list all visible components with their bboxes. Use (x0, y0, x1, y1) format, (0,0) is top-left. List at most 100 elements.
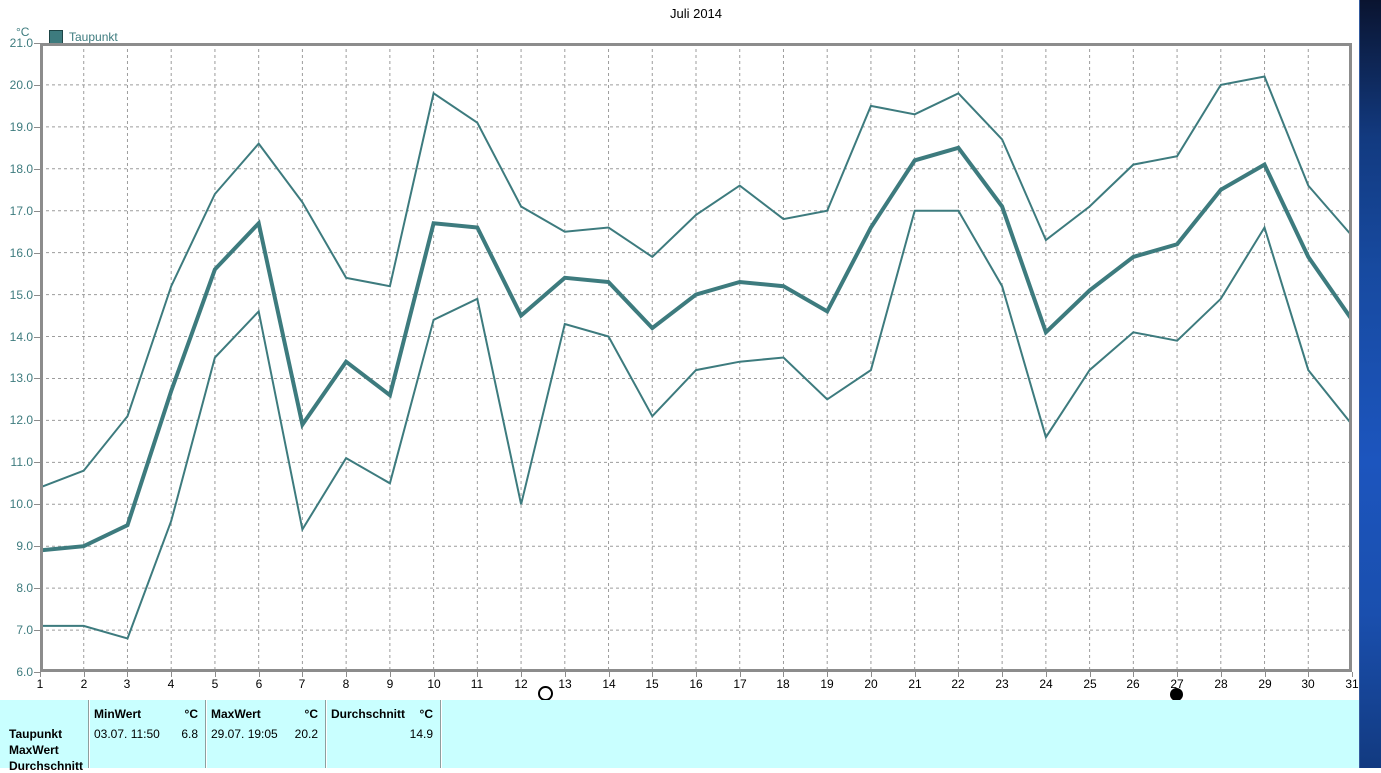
y-axis-tick-label: 8.0 (16, 581, 33, 595)
x-axis-tick (652, 672, 653, 677)
x-axis-tick (915, 672, 916, 677)
x-axis-tick-label: 3 (123, 677, 131, 691)
x-axis-tick-label: 29 (1258, 677, 1272, 691)
x-axis-tick (1177, 672, 1178, 677)
y-axis-tick (34, 211, 40, 212)
x-axis-tick (1221, 672, 1222, 677)
y-axis-tick (34, 169, 40, 170)
x-axis-tick-label: 21 (908, 677, 922, 691)
y-axis-tick (34, 504, 40, 505)
plot-border (40, 43, 1352, 672)
x-axis-tick (302, 672, 303, 677)
y-axis-tick (34, 378, 40, 379)
x-axis-tick (871, 672, 872, 677)
legend-swatch-icon (49, 30, 63, 44)
x-axis-tick (477, 672, 478, 677)
chart-title: Juli 2014 (669, 6, 723, 21)
y-axis-tick (34, 43, 40, 44)
table-header-maxwert: MaxWert °C (211, 707, 318, 721)
x-axis-tick (1265, 672, 1266, 677)
x-axis-tick (609, 672, 610, 677)
x-axis-tick (1352, 672, 1353, 677)
x-axis-tick (1090, 672, 1091, 677)
x-axis-tick (390, 672, 391, 677)
y-axis-tick-label: 13.0 (9, 371, 33, 385)
y-axis-tick (34, 337, 40, 338)
x-axis-tick (40, 672, 41, 677)
x-axis-tick-label: 4 (167, 677, 175, 691)
x-axis-tick-label: 13 (558, 677, 572, 691)
series-line-daily-minimum (40, 209, 1353, 640)
full-moon-icon (538, 686, 553, 701)
x-axis-tick (696, 672, 697, 677)
series-line-daily-mean (39, 145, 1354, 553)
table-cell-maxwert: 29.07. 19:05 20.2 (211, 727, 318, 741)
y-axis-tick-label: 15.0 (9, 288, 33, 302)
y-axis-tick-label: 19.0 (9, 120, 33, 134)
y-axis-tick-label: 18.0 (9, 162, 33, 176)
table-header-durchschnitt: Durchschnitt °C (331, 707, 433, 721)
x-axis-tick (1046, 672, 1047, 677)
table-separator (325, 700, 326, 768)
x-axis-tick (215, 672, 216, 677)
x-axis-tick-label: 1 (36, 677, 44, 691)
x-axis-tick (740, 672, 741, 677)
x-axis-tick-label: 27 (1170, 677, 1184, 691)
x-axis-tick (171, 672, 172, 677)
y-axis-tick (34, 420, 40, 421)
y-axis-tick-label: 11.0 (10, 455, 33, 469)
x-axis-tick (84, 672, 85, 677)
x-axis-tick-label: 10 (427, 677, 441, 691)
x-axis-tick (127, 672, 128, 677)
x-axis-tick (434, 672, 435, 677)
x-axis-tick-label: 18 (776, 677, 790, 691)
table-cell-minwert: 03.07. 11:50 6.8 (94, 727, 198, 741)
x-axis-tick (1133, 672, 1134, 677)
x-axis-tick (565, 672, 566, 677)
x-axis-tick (1308, 672, 1309, 677)
table-row-label-taupunkt: Taupunkt (9, 727, 63, 741)
y-axis-tick-label: 21.0 (9, 36, 33, 50)
x-axis-tick-label: 14 (602, 677, 616, 691)
legend-label: Taupunkt (69, 30, 118, 44)
x-axis-tick-label: 23 (995, 677, 1009, 691)
y-axis-tick (34, 630, 40, 631)
x-axis-tick-label: 5 (211, 677, 219, 691)
y-axis-tick-label: 9.0 (16, 539, 33, 553)
y-axis-tick (34, 462, 40, 463)
y-axis-tick (34, 85, 40, 86)
y-axis-tick (34, 253, 40, 254)
x-axis-tick (827, 672, 828, 677)
y-axis-unit-label: °C (16, 25, 30, 39)
x-axis-tick (259, 672, 260, 677)
x-axis-tick-label: 28 (1214, 677, 1228, 691)
x-axis-tick-label: 7 (298, 677, 306, 691)
stats-table: MinWert °C MaxWert °C Durchschnitt °C Ta… (0, 700, 1359, 773)
x-axis-tick-label: 15 (645, 677, 659, 691)
table-separator (88, 700, 89, 768)
chart-legend: Taupunkt (49, 30, 118, 44)
desktop-background-strip (1359, 0, 1381, 768)
x-axis-tick-label: 6 (255, 677, 263, 691)
series-line-daily-maximum (39, 75, 1353, 489)
y-axis-tick-label: 10.0 (9, 497, 33, 511)
y-axis-tick (34, 295, 40, 296)
y-axis-tick (34, 672, 40, 673)
x-axis-tick (783, 672, 784, 677)
x-axis-tick-label: 20 (864, 677, 878, 691)
table-row-label-maxwert: MaxWert (9, 743, 59, 757)
x-axis-tick-label: 9 (386, 677, 394, 691)
y-axis-tick-label: 16.0 (9, 246, 33, 260)
x-axis-tick-label: 22 (951, 677, 965, 691)
x-axis-tick-label: 2 (80, 677, 88, 691)
table-separator (440, 700, 441, 768)
y-axis-tick-label: 14.0 (9, 330, 33, 344)
x-axis-tick-label: 11 (470, 677, 484, 691)
y-axis-tick-label: 7.0 (16, 623, 33, 637)
chart-canvas (39, 43, 1354, 672)
x-axis-tick (958, 672, 959, 677)
y-axis-tick (34, 546, 40, 547)
x-axis-tick-label: 19 (820, 677, 834, 691)
x-axis-tick (1002, 672, 1003, 677)
